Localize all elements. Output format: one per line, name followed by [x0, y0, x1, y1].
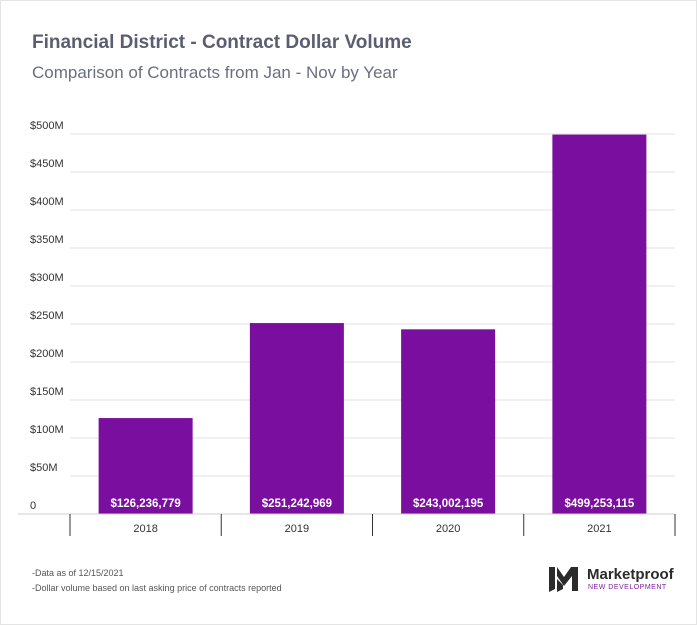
y-tick-label: $150M	[30, 386, 64, 398]
chart-title: Financial District - Contract Dollar Vol…	[32, 32, 412, 53]
marketproof-logo-icon	[549, 567, 578, 592]
note-data-date: -Data as of 12/15/2021	[32, 568, 124, 578]
y-tick-label: $400M	[30, 196, 64, 208]
x-tick-label: 2018	[133, 523, 157, 535]
y-tick-label: $300M	[30, 272, 64, 284]
y-tick-label: $500M	[30, 120, 64, 132]
bar-data-label: $243,002,195	[413, 498, 484, 510]
bar-chart: 0 $50M $100M $150M $200M $250M $300M $350M $400M…	[18, 120, 676, 536]
y-tick-label: $450M	[30, 158, 64, 170]
chart-notes: -Data as of 12/15/2021 -Dollar volume ba…	[32, 566, 282, 596]
bar-data-label: $126,236,779	[110, 498, 180, 510]
logo-tagline: NEW DEVELOPMENT	[588, 584, 667, 591]
bar	[401, 329, 496, 514]
bar	[552, 134, 647, 514]
y-tick-label: $50M	[30, 462, 58, 474]
bar	[98, 418, 193, 514]
bar	[249, 323, 344, 514]
y-tick-label: $100M	[30, 424, 64, 436]
y-tick-label: $250M	[30, 310, 64, 322]
logo-name: Marketproof	[587, 566, 674, 583]
y-tick-label: 0	[30, 500, 36, 512]
x-tick-label: 2020	[436, 523, 460, 535]
y-tick-label: $200M	[30, 348, 64, 360]
bar-data-label: $251,242,969	[262, 498, 332, 510]
bar-data-label: $499,253,115	[565, 498, 635, 510]
chart-subtitle: Comparison of Contracts from Jan - Nov b…	[32, 63, 398, 82]
x-tick-label: 2019	[285, 523, 309, 535]
x-tick-label: 2021	[587, 523, 611, 535]
note-methodology: -Dollar volume based on last asking pric…	[32, 583, 282, 593]
y-tick-label: $350M	[30, 234, 64, 246]
brand-logo: Marketproof NEW DEVELOPMENT	[547, 563, 687, 597]
